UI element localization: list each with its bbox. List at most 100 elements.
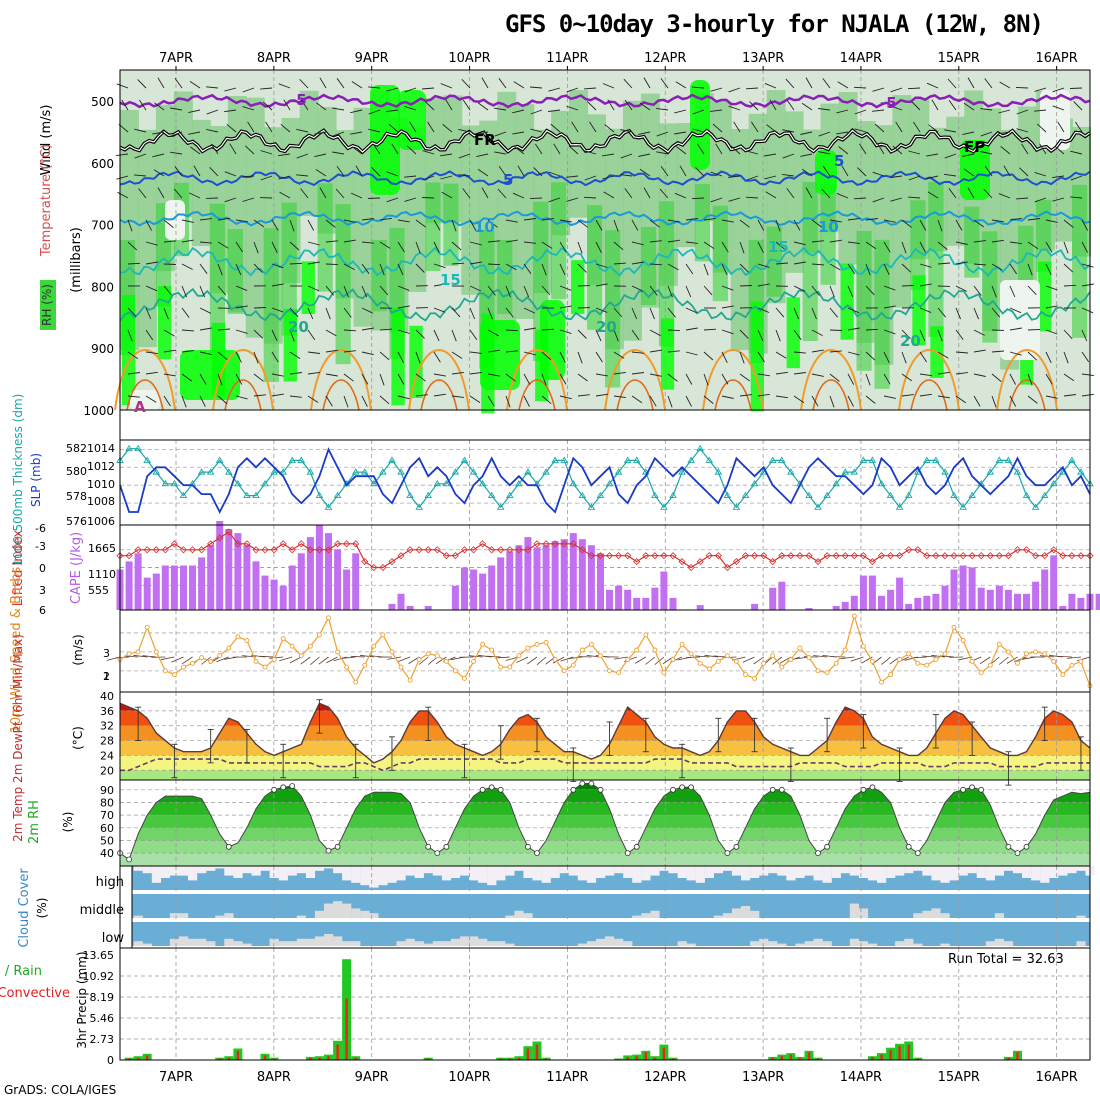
wind-barb — [300, 656, 311, 665]
cape-bar — [551, 541, 559, 610]
wind-speed-point — [924, 662, 930, 668]
date-label-top: 15APR — [938, 51, 980, 66]
li-point — [995, 552, 1003, 560]
upper-wind-barb — [895, 121, 903, 133]
wind-speed-point — [752, 675, 758, 681]
upper-wind-barb — [404, 175, 417, 178]
wind-speed-point — [126, 651, 132, 657]
li-point — [660, 552, 668, 560]
slp-ylabel-thickness: 1000-500mb Thickness (dm) — [11, 394, 25, 567]
upper-wind-barb — [289, 329, 295, 342]
upper-wind-barb — [962, 131, 975, 136]
upper-wind-barb — [391, 143, 399, 155]
upper-wind-barb — [386, 87, 399, 92]
isotherm-20 — [119, 287, 1091, 322]
upper-wind-barb — [451, 262, 465, 265]
upper-wind-barb — [745, 196, 759, 199]
contour-label: 5 — [834, 152, 844, 170]
cloud-clear-bar — [877, 866, 887, 883]
upper-wind-barb — [170, 151, 183, 155]
upper-wind-barb — [1081, 373, 1094, 377]
wind-speed-point — [534, 641, 540, 647]
upper-wind-barb — [505, 395, 511, 408]
upper-wind-barb — [116, 153, 129, 157]
upper-wind-barb — [746, 175, 759, 181]
wind-speed-point — [1042, 651, 1048, 657]
cape-bar — [1059, 606, 1067, 610]
upper-wind-barb — [415, 351, 421, 364]
wind-speed-point — [1078, 658, 1084, 664]
cloud-cover-bar — [351, 908, 361, 918]
cape-bar — [207, 545, 215, 610]
cape-bar — [161, 565, 169, 610]
rh-ylabel: 2m RH — [27, 800, 42, 844]
rh-point — [860, 786, 867, 793]
pressure-label: 900 — [91, 342, 114, 356]
cloud-cover-bar — [188, 938, 198, 946]
rh-point — [633, 843, 640, 850]
upper-wind-barb — [498, 165, 507, 177]
upper-wind-barb — [944, 153, 957, 159]
rh-saturated-cell — [122, 295, 136, 405]
upper-wind-barb — [1009, 263, 1018, 275]
cape-tick: 1110 — [88, 568, 116, 581]
cloud-clear-bar — [251, 866, 261, 876]
cloud-clear-bar — [759, 866, 769, 876]
wind-speed-point — [815, 668, 821, 674]
upper-wind-barb — [404, 105, 417, 111]
rh-saturated-cell — [786, 297, 800, 369]
upper-wind-barb — [163, 285, 173, 296]
upper-wind-barb — [271, 393, 284, 397]
upper-wind-barb — [721, 285, 734, 291]
li-point — [578, 546, 586, 554]
precip-conv-bar — [336, 1044, 339, 1060]
upper-wind-barb — [300, 99, 309, 111]
rh-band-fill — [120, 815, 1090, 828]
upper-wind-barb — [703, 217, 716, 221]
rh-tick: 70 — [100, 809, 114, 822]
li-point — [433, 546, 441, 554]
thickness-point — [252, 491, 260, 499]
cloud-cover-bar — [496, 941, 506, 946]
cloud-clear-bar — [278, 866, 288, 881]
upper-wind-barb — [271, 241, 278, 253]
upper-wind-barb — [163, 219, 174, 228]
cloud-clear-bar — [151, 866, 161, 883]
pressure-label: 700 — [91, 219, 114, 233]
rh-saturated-cell — [301, 261, 315, 315]
upper-wind-barb — [638, 153, 651, 157]
upper-wind-barb — [847, 327, 860, 331]
wind-barb — [435, 656, 447, 665]
li-point — [297, 540, 305, 548]
upper-wind-barb — [595, 241, 602, 253]
upper-wind-barb — [199, 373, 207, 385]
upper-wind-barb — [397, 285, 410, 291]
upper-wind-barb — [660, 165, 669, 177]
precip-conv-bar — [427, 1058, 430, 1060]
rh-moist-cell — [964, 206, 980, 278]
upper-wind-barb — [566, 105, 579, 111]
upper-wind-barb — [926, 82, 939, 89]
cloud-clear-bar — [269, 866, 279, 878]
upper-wind-barb — [847, 373, 855, 385]
li-point — [506, 546, 514, 554]
upper-wind-barb — [170, 131, 183, 137]
wind-speed-point — [743, 672, 748, 678]
wind-speed-point — [462, 675, 467, 681]
thickness-point — [651, 491, 659, 499]
upper-wind-barb — [793, 351, 806, 354]
upper-wind-barb — [481, 187, 489, 199]
thickness-point — [932, 456, 940, 463]
upper-wind-barb — [315, 169, 327, 177]
rh-band — [892, 95, 912, 308]
li-point — [968, 552, 976, 560]
wind-barb — [181, 656, 193, 665]
cloud-clear-bar — [614, 866, 624, 874]
cloud-cover-bar — [895, 941, 905, 946]
upper-wind-barb — [199, 241, 212, 244]
thickness-point — [1077, 468, 1085, 475]
thickness-point — [805, 491, 813, 499]
wind-speed-point — [371, 643, 377, 649]
upper-wind-barb — [498, 78, 507, 89]
wind-speed-point — [552, 657, 558, 662]
